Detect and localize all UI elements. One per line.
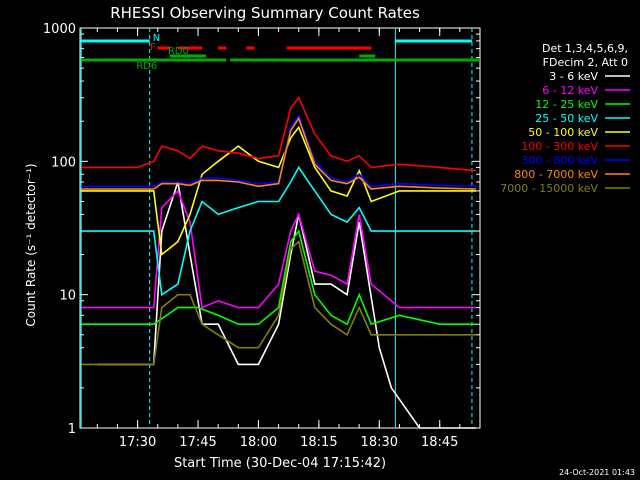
plot-frame bbox=[79, 27, 481, 429]
flag-label: RD6 bbox=[136, 61, 157, 72]
legend-header-line2: FDecim 2, Att 0 bbox=[543, 56, 628, 69]
x-axis-label: Start Time (30-Dec-04 17:15:42) bbox=[174, 456, 386, 471]
x-tick-label: 18:45 bbox=[421, 435, 458, 450]
legend-label-2: 12 - 25 keV bbox=[535, 98, 598, 111]
y-axis-label: Count Rate (s⁻¹ detector⁻¹) bbox=[24, 163, 38, 326]
legend-label-0: 3 - 6 keV bbox=[549, 70, 598, 83]
chart-title: RHESSI Observing Summary Count Rates bbox=[110, 4, 420, 22]
x-tick-label: 18:15 bbox=[300, 435, 337, 450]
flag-label: F bbox=[150, 42, 156, 53]
y-tick-label: 1 bbox=[68, 422, 76, 437]
series-line-4 bbox=[81, 125, 476, 257]
series-line-7 bbox=[81, 116, 477, 190]
legend-label-5: 100 - 300 keV bbox=[521, 140, 598, 153]
x-tick-label: 17:30 bbox=[119, 435, 156, 450]
legend-label-7: 800 - 7000 keV bbox=[514, 168, 598, 181]
series-line-2 bbox=[81, 229, 476, 326]
series-line-8 bbox=[81, 240, 476, 366]
flag-label: N bbox=[153, 33, 160, 44]
legend-header-line1: Det 1,3,4,5,6,9, bbox=[542, 42, 628, 55]
series-line-3 bbox=[81, 165, 476, 297]
legend-label-8: 7000 - 15000 keV bbox=[500, 182, 598, 195]
y-tick-label: 100 bbox=[51, 155, 76, 170]
flag-label: RD0 bbox=[168, 46, 189, 57]
y-tick-label: 1000 bbox=[43, 22, 76, 37]
y-tick-label: 10 bbox=[59, 289, 76, 304]
x-tick-label: 18:00 bbox=[240, 435, 277, 450]
x-tick-label: 17:45 bbox=[179, 435, 216, 450]
legend-label-1: 6 - 12 keV bbox=[542, 84, 598, 97]
series-line-1 bbox=[81, 189, 476, 309]
legend-label-3: 25 - 50 keV bbox=[535, 112, 598, 125]
legend-label-6: 300 - 800 keV bbox=[521, 154, 598, 167]
x-tick-label: 18:30 bbox=[361, 435, 398, 450]
legend-label-4: 50 - 100 keV bbox=[528, 126, 598, 139]
series-line-5 bbox=[81, 96, 477, 172]
timestamp: 24-Oct-2021 01:43 bbox=[559, 468, 635, 477]
series-line-0 bbox=[97, 181, 476, 429]
